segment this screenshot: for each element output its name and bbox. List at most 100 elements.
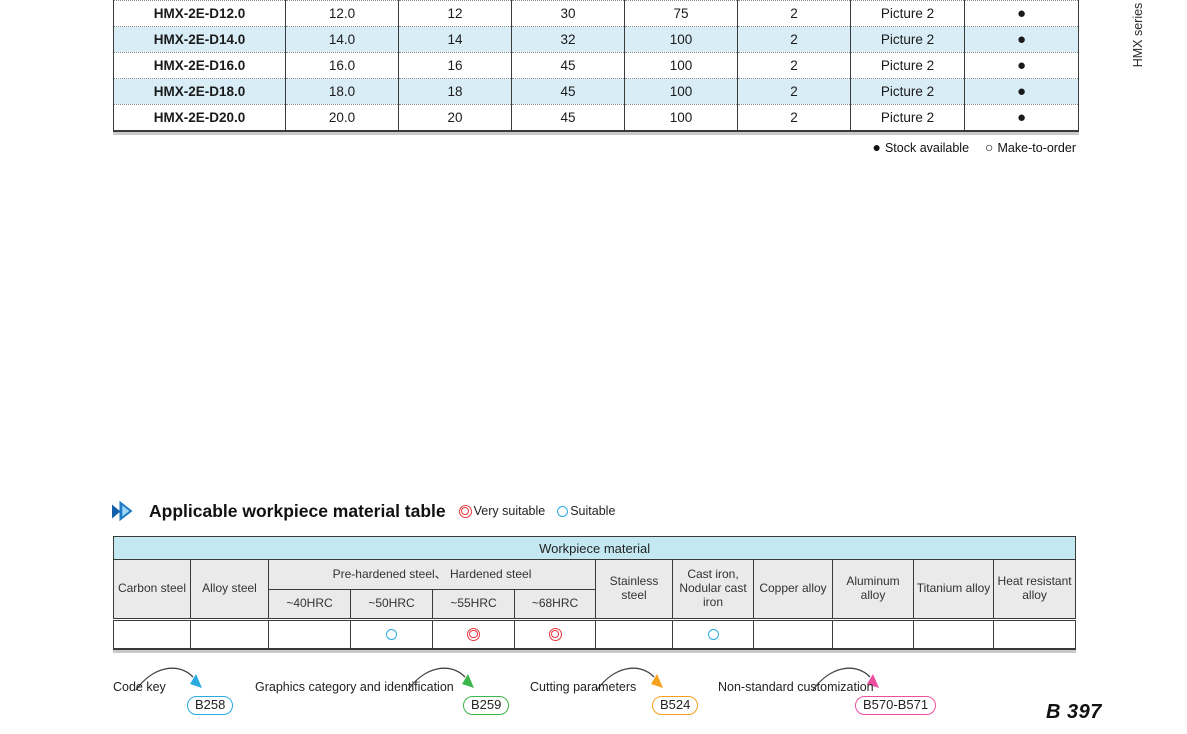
stock-legend: ● Stock available ○ Make-to-order (836, 139, 1076, 155)
page-ref-badge-b258[interactable]: B258 (187, 696, 234, 715)
stock-available-label: Stock available (884, 141, 970, 155)
mark-cell (350, 618, 433, 649)
suitability-mark (467, 627, 480, 641)
col-header-heat-resistant-alloy: Heat resistant alloy (992, 559, 1077, 620)
series-side-tab: HMX series (1131, 2, 1145, 68)
cell: 45 (511, 104, 625, 131)
cell: 12.0 (285, 0, 399, 27)
cell: 20 (398, 104, 512, 131)
stock-available-legend: ● Stock available (872, 139, 969, 155)
filled-circle-icon: ● (872, 139, 881, 155)
double-chevron-icon (112, 500, 133, 522)
page-number: B 397 (1046, 701, 1102, 723)
mark-cell (753, 618, 833, 649)
page-ref-badge-b524[interactable]: B524 (652, 696, 699, 715)
col-header-alloy-steel: Alloy steel (190, 559, 269, 620)
cell: Picture 2 (850, 78, 965, 105)
col-header-40hrc: ~40HRC (268, 589, 351, 620)
col-header-copper-alloy: Copper alloy (753, 559, 833, 620)
stock-available-dot: ● (964, 52, 1079, 79)
cell: Picture 2 (850, 0, 965, 27)
open-circle-icon: ○ (985, 139, 994, 155)
suitability-mark (707, 628, 719, 640)
table-row: HMX-2E-D12.0 12.0 12 30 75 2 Picture 2 ● (113, 0, 1079, 27)
curved-arrow-icon (596, 667, 663, 691)
cell: 2 (737, 0, 851, 27)
col-header-55hrc: ~55HRC (432, 589, 515, 620)
graphics-category-label: Graphics category and identification (255, 680, 454, 694)
page-ref-badge-b570-b571[interactable]: B570-B571 (855, 696, 937, 715)
cell: 18.0 (285, 78, 399, 105)
suitability-mark (386, 628, 397, 640)
cell: Picture 2 (850, 104, 965, 131)
cell: 2 (737, 26, 851, 53)
model-cell: HMX-2E-D12.0 (113, 0, 286, 27)
cell: 2 (737, 104, 851, 131)
cell: 32 (511, 26, 625, 53)
cell: 45 (511, 52, 625, 79)
cell: 2 (737, 52, 851, 79)
cutting-parameters-label: Cutting parameters (530, 680, 637, 694)
cell: Picture 2 (850, 52, 965, 79)
cell: 2 (737, 78, 851, 105)
mark-cell (913, 618, 994, 649)
stock-available-dot: ● (964, 26, 1079, 53)
cell: Picture 2 (850, 26, 965, 53)
very-suitable-label: Very suitable (473, 504, 546, 518)
cell: 20.0 (285, 104, 399, 131)
cell: 16 (398, 52, 512, 79)
col-header-titanium-alloy: Titanium alloy (913, 559, 994, 620)
mark-cell (432, 618, 515, 649)
mark-cell (992, 618, 1077, 649)
col-header-prehardened-hardened-steel: Pre-hardened steel、 Hardened steel (268, 559, 596, 590)
col-header-50hrc: ~50HRC (350, 589, 433, 620)
cell: 14 (398, 26, 512, 53)
model-cell: HMX-2E-D14.0 (113, 26, 286, 53)
curved-arrow-icon (812, 667, 879, 691)
col-header-stainless-steel: Stainless steel (595, 559, 673, 620)
table-row: HMX-2E-D20.0 20.0 20 45 100 2 Picture 2 … (113, 104, 1079, 131)
cell: 45 (511, 78, 625, 105)
model-cell: HMX-2E-D16.0 (113, 52, 286, 79)
very-suitable-legend: Very suitable (458, 504, 546, 518)
table-row: HMX-2E-D16.0 16.0 16 45 100 2 Picture 2 … (113, 52, 1079, 79)
cell: 16.0 (285, 52, 399, 79)
mark-cell (595, 618, 673, 649)
cell: 14.0 (285, 26, 399, 53)
cell: 100 (624, 26, 738, 53)
non-standard-customization-label: Non-standard customization (718, 680, 874, 694)
cell: 12 (398, 0, 512, 27)
mark-cell (268, 618, 351, 649)
cell: 100 (624, 104, 738, 131)
cell: 75 (624, 0, 738, 27)
very-suitable-icon (458, 504, 472, 518)
stock-available-dot: ● (964, 104, 1079, 131)
suitability-mark (548, 627, 562, 641)
col-header-aluminum-alloy: Aluminum alloy (832, 559, 914, 620)
code-key-label: Code key (113, 680, 166, 694)
workpiece-material-table: Workpiece material Carbon steel Alloy st… (112, 536, 1077, 650)
mark-cell (832, 618, 914, 649)
col-header-carbon-steel: Carbon steel (113, 559, 191, 620)
material-section-heading: Applicable workpiece material table Very… (112, 500, 615, 522)
col-header-cast-iron: Cast iron, Nodular cast iron (672, 559, 754, 620)
curved-arrow-icon (407, 667, 474, 691)
suitable-icon (557, 505, 569, 517)
mark-cell (514, 618, 596, 649)
suitable-label: Suitable (570, 504, 616, 518)
product-spec-table: HMX-2E-D12.0 12.0 12 30 75 2 Picture 2 ●… (113, 0, 1079, 132)
table-row: HMX-2E-D18.0 18.0 18 45 100 2 Picture 2 … (113, 78, 1079, 105)
make-to-order-legend: ○ Make-to-order (985, 139, 1076, 155)
col-header-68hrc: ~68HRC (514, 589, 596, 620)
cell: 100 (624, 78, 738, 105)
suitability-row (113, 618, 1077, 649)
suitability-legend: Very suitable Suitable (458, 504, 616, 518)
stock-available-dot: ● (964, 0, 1079, 27)
table-row: HMX-2E-D14.0 14.0 14 32 100 2 Picture 2 … (113, 26, 1079, 53)
page-ref-badge-b259[interactable]: B259 (463, 696, 510, 715)
stock-available-dot: ● (964, 78, 1079, 105)
mark-cell (672, 618, 754, 649)
table-group-header: Workpiece material (112, 536, 1077, 560)
mark-cell (190, 618, 269, 649)
cell: 18 (398, 78, 512, 105)
